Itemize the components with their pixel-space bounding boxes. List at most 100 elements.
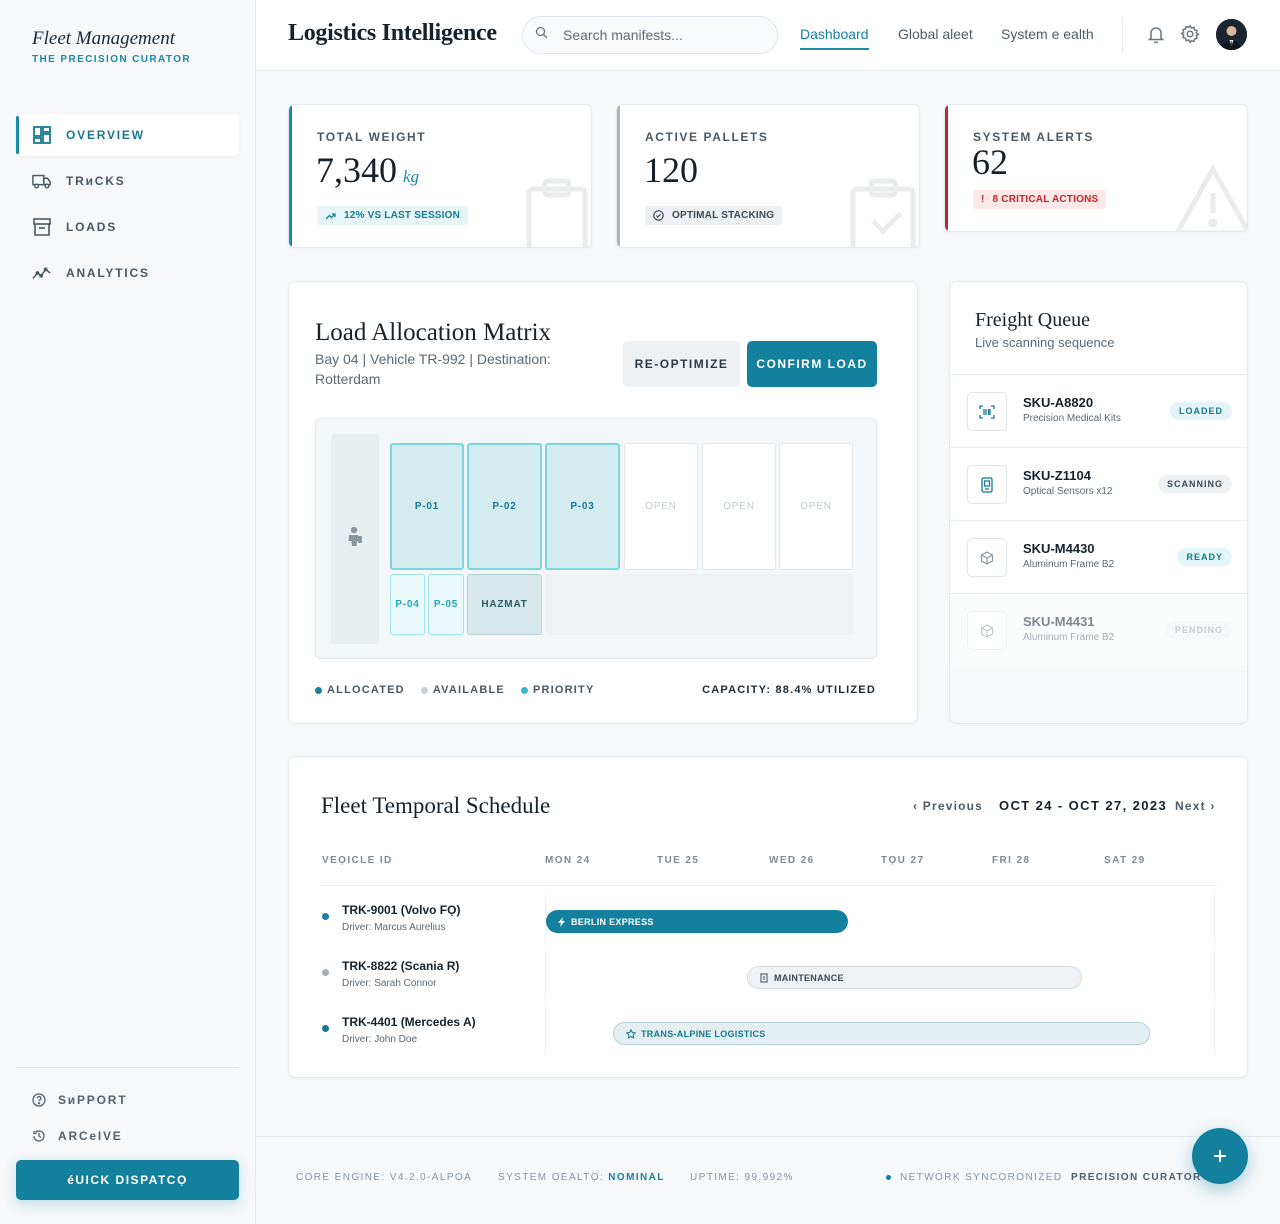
pallet-slot[interactable]: P-02 <box>467 443 542 570</box>
day-header: FRI 28 <box>992 855 1031 866</box>
stat-card-total-weight: TOTAL WEIGHT 7,340 kg 12% VS LAST SESSION <box>288 104 592 248</box>
archive-label: ARCeIVE <box>58 1129 123 1143</box>
plus-icon <box>1212 1148 1228 1164</box>
trend-badge-label: 12% VS LAST SESSION <box>344 210 461 221</box>
grid-icon <box>32 125 52 145</box>
driver-name: Driver: Marcus Aurelius <box>342 922 446 933</box>
stat-card-system-alerts: SYSTEM ALERTS 62 ! 8 CRITICAL ACTIONS <box>944 104 1248 232</box>
stat-card-active-pallets: ACTIVE PALLETS 120 OPTIMAL STACKING <box>616 104 920 248</box>
system-health: SYSTEM ỌEALTỌ: NOMINAL <box>498 1172 665 1183</box>
wrench-document-icon <box>760 973 769 983</box>
previous-week-button[interactable]: ‹ Previous <box>913 799 983 813</box>
tab-dashboard[interactable]: Dashboard <box>800 26 869 50</box>
chevron-left-icon: ‹ <box>913 799 919 813</box>
pallet-slot[interactable]: P-01 <box>390 443 464 570</box>
legend-priority: PRIORITY <box>520 684 595 696</box>
archive-link[interactable]: ARCeIVE <box>32 1129 123 1143</box>
sidebar-item-loads[interactable]: LOADS <box>16 206 239 248</box>
stat-label: SYSTEM ALERTS <box>973 130 1095 144</box>
gear-icon[interactable] <box>1179 23 1201 45</box>
open-slot[interactable]: OPEN <box>779 443 853 570</box>
table-row: TRK-9001 (Volvo FỌ) Driver: Marcus Aurel… <box>321 890 1217 946</box>
header-divider <box>1122 18 1123 52</box>
sidebar-item-label: ANALYTICS <box>66 266 150 280</box>
sku-description: Aluminum Frame B2 <box>1023 632 1115 643</box>
sku-description: Aluminum Frame B2 <box>1023 559 1115 570</box>
legend-dot <box>420 686 428 694</box>
brand-title: Fleet Management <box>32 28 175 49</box>
driver-name: Driver: John Doe <box>342 1034 418 1045</box>
sidebar-nav: OVERVIEW TRиCKS LOADS ANALYTICS <box>16 114 239 298</box>
reoptimize-button[interactable]: RE-OPTIMIZE <box>623 341 740 387</box>
sidebar-item-analytics[interactable]: ANALYTICS <box>16 252 239 294</box>
schedule-bar[interactable]: BERLIN EXPRESS <box>546 910 848 933</box>
engine-version: CORE ENGINE: V4.2.0-ALPỌA <box>296 1172 473 1183</box>
status-badge: SCANNING <box>1157 475 1232 493</box>
list-item[interactable]: SKU-M4430 Aluminum Frame B2 READY <box>950 521 1247 594</box>
tab-system-health[interactable]: System e ealth <box>1001 26 1094 42</box>
legend-allocated: ALLOCATED <box>315 684 405 696</box>
quick-dispatch-button[interactable]: éUICK DISPATCỌ <box>16 1160 239 1200</box>
critical-badge[interactable]: ! 8 CRITICAL ACTIONS <box>973 190 1107 209</box>
network-label: NETWORK SYNCỌRONIZED <box>900 1172 1063 1183</box>
day-header: SAT 29 <box>1104 855 1146 866</box>
top-header: Logistics Intelligence Dashboard Global … <box>256 0 1280 71</box>
package-icon <box>967 538 1007 577</box>
hazmat-slot[interactable]: HAZMAT <box>467 574 542 635</box>
sku-code: SKU-M4431 <box>1023 614 1095 629</box>
status-dot <box>322 913 329 920</box>
health-value: NOMINAL <box>608 1172 665 1183</box>
total-weight-value: 7,340 <box>316 150 397 190</box>
list-item[interactable]: SKU-A8820 Precision Medical Kits LOADED <box>950 375 1247 448</box>
list-item[interactable]: SKU-Z1104 Optical Sensors x12 SCANNING <box>950 448 1247 521</box>
load-allocation-panel: Load Allocation Matrix Bay 04 | Vehicle … <box>288 281 918 724</box>
star-icon <box>626 1028 636 1039</box>
search-input[interactable] <box>563 27 763 43</box>
timeline-track: BERLIN EXPRESS <box>545 894 1215 942</box>
analytics-icon <box>32 263 52 283</box>
day-header: TUE 25 <box>657 855 700 866</box>
vehicle-id: TRK-4401 (Mercedes A) <box>342 1015 476 1029</box>
fleet-schedule-panel: Fleet Temporal Schedule ‹ Previous OCT 2… <box>288 756 1248 1078</box>
vehicle-id: TRK-8822 (Scania R) <box>342 959 460 973</box>
confirm-load-button[interactable]: CONFIRM LOAD <box>747 341 877 387</box>
clipboard-icon <box>517 173 591 247</box>
cargo-bay: P-01 P-02 P-03 OPEN OPEN OPEN P-04 P-05 … <box>315 418 877 659</box>
pallet-slot[interactable]: P-03 <box>545 443 620 570</box>
schedule-bar[interactable]: TRANS-ALPINE LOGISTICS <box>613 1022 1150 1045</box>
search-icon <box>535 26 549 40</box>
sidebar-item-trucks[interactable]: TRиCKS <box>16 160 239 202</box>
bell-icon[interactable] <box>1145 23 1167 45</box>
open-slot[interactable]: OPEN <box>702 443 776 570</box>
avatar[interactable] <box>1216 19 1247 50</box>
queue-title: Freight Queue <box>975 309 1090 331</box>
table-row: TRK-4401 (Mercedes A) Driver: John Doe T… <box>321 1002 1217 1058</box>
legend-dot <box>315 686 322 694</box>
support-link[interactable]: SиPPORT <box>32 1093 127 1107</box>
open-slot[interactable]: OPEN <box>624 443 698 570</box>
status-dot <box>322 1025 329 1032</box>
list-item[interactable]: SKU-M4431 Aluminum Frame B2 PENDING <box>950 594 1247 667</box>
trend-up-icon <box>325 212 336 220</box>
sidebar-item-label: TRиCKS <box>66 174 126 188</box>
sku-code: SKU-A8820 <box>1023 395 1094 410</box>
stacking-badge: OPTIMAL STACKING <box>645 206 783 225</box>
pallet-slot[interactable]: P-05 <box>428 574 464 635</box>
uptime: UPTIME: 99.992% <box>690 1172 794 1183</box>
next-week-button[interactable]: Next › <box>1175 799 1216 813</box>
stat-label: ACTIVE PALLETS <box>645 130 769 144</box>
barcode-scan-icon <box>967 392 1007 431</box>
day-header: MON 24 <box>545 855 591 866</box>
timeline-track: TRANS-ALPINE LOGISTICS <box>545 1006 1215 1054</box>
page-title: Logistics Intelligence <box>288 20 497 46</box>
pallet-slot[interactable]: P-04 <box>390 574 425 635</box>
warning-triangle-icon <box>1173 161 1247 231</box>
date-range: OCT 24 - OCT 27, 2023 <box>999 798 1168 813</box>
add-fab-button[interactable] <box>1192 1128 1248 1184</box>
sku-description: Precision Medical Kits <box>1023 413 1121 424</box>
tab-global-fleet[interactable]: Global aleet <box>898 26 973 42</box>
schedule-bar[interactable]: MAINTENANCE <box>747 966 1082 989</box>
help-circle-icon <box>32 1093 46 1107</box>
exclamation-icon: ! <box>981 194 985 205</box>
sidebar-item-overview[interactable]: OVERVIEW <box>16 114 239 156</box>
